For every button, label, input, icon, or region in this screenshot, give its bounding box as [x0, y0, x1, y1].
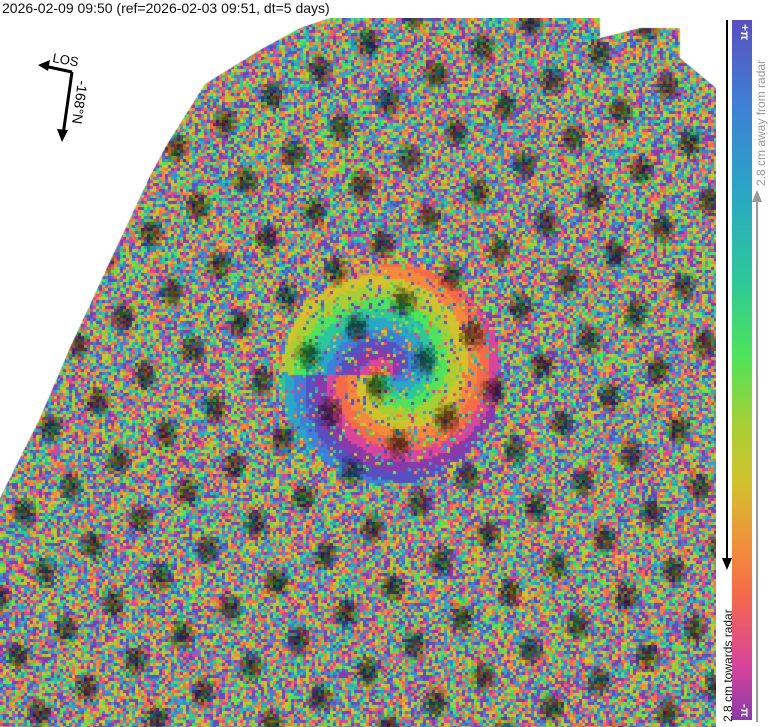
away-radar-label: 2.8 cm away from radar — [754, 60, 768, 186]
colorbar-arrows — [0, 0, 768, 727]
towards-radar-label: 2.8 cm towards radar — [721, 609, 735, 722]
